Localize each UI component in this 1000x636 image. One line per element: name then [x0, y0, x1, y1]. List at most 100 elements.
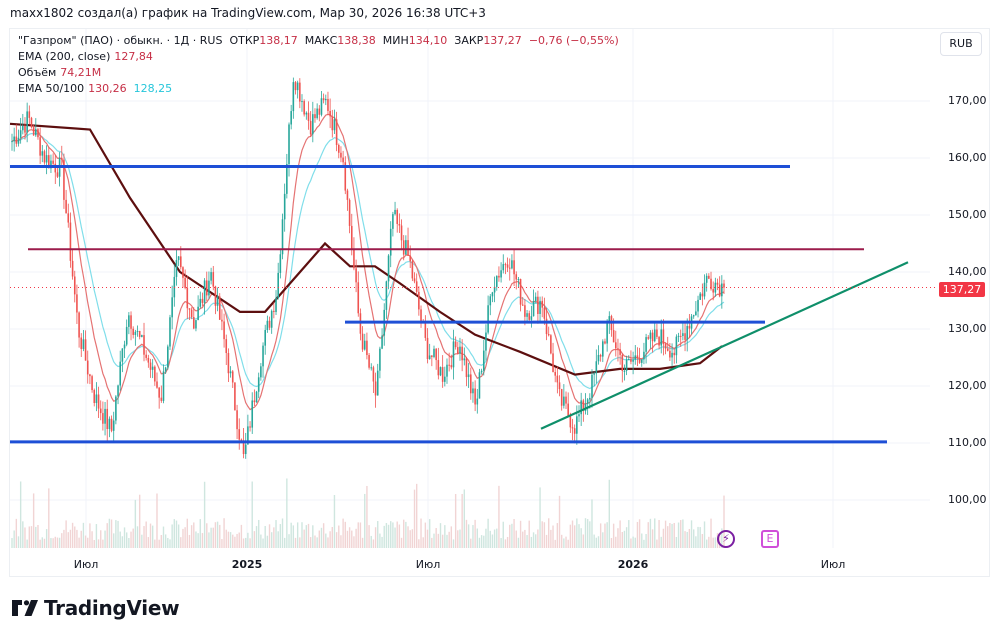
candle-body [69, 222, 72, 261]
currency-button[interactable]: RUB [940, 32, 982, 56]
volume-bar [91, 531, 93, 548]
candle-body [656, 329, 658, 337]
volume-bar [541, 521, 543, 548]
volume-bar [160, 535, 163, 548]
chart-legend: "Газпром" (ПАО) · обыкн. · 1Д · RUS ОТКР… [18, 33, 619, 97]
volume-bar [286, 478, 288, 548]
legend-ema50-100-row[interactable]: EMA 50/100 130,26 128,25 [18, 81, 619, 97]
volume-bar [110, 519, 113, 548]
legend-volume-row[interactable]: Объём 74,21M [18, 65, 619, 81]
volume-bar [314, 535, 316, 548]
symbol-title[interactable]: "Газпром" (ПАО) · обыкн. · 1Д · RUS [18, 34, 223, 47]
volume-bar [714, 537, 717, 548]
candle-body [108, 418, 111, 430]
volume-bar [548, 518, 550, 548]
candle-body [532, 301, 535, 317]
candle-body [695, 311, 697, 316]
candle-body [93, 390, 96, 404]
candle-body [420, 309, 422, 322]
candle-body [80, 337, 83, 349]
candle-body [316, 108, 318, 119]
volume-bar [662, 528, 665, 548]
candle-body [225, 339, 228, 354]
volume-bar [474, 519, 476, 548]
volume-bar [221, 539, 223, 548]
volume-bar [589, 521, 591, 548]
candle-body [132, 328, 134, 335]
candle-body [312, 114, 314, 135]
candle-body [327, 98, 329, 111]
candle-body [614, 342, 617, 349]
candle-body [426, 337, 429, 360]
candle-body [37, 129, 39, 138]
candle-body [268, 320, 271, 328]
candle-body [381, 335, 383, 349]
volume-bar [236, 533, 238, 548]
earnings-icon[interactable]: E [761, 530, 779, 548]
candle-body [89, 374, 91, 377]
candle-body [91, 376, 93, 391]
candle-body [431, 355, 433, 357]
candle-body [599, 354, 602, 357]
candle-body [273, 310, 275, 312]
candle-body [63, 159, 65, 200]
candle-body [489, 296, 492, 306]
candle-body [277, 272, 279, 298]
candle-body [264, 330, 267, 346]
candle-body [604, 341, 606, 344]
volume-bar [130, 531, 132, 548]
candle-body [244, 444, 247, 455]
candle-body [541, 300, 544, 308]
candle-body [379, 348, 381, 371]
candle-body [30, 117, 33, 128]
volume-bar [340, 535, 342, 548]
volume-bar [366, 485, 368, 548]
candle-body [405, 240, 407, 255]
candle-body [476, 398, 479, 405]
candle-body [398, 223, 401, 226]
volume-bar [543, 522, 546, 548]
chart-caption: maxx1802 создал(а) график на TradingView… [10, 6, 486, 20]
flash-icon[interactable]: ⚡ [717, 530, 735, 548]
volume-bar [264, 525, 266, 548]
candle-body [368, 355, 370, 368]
candle-body [504, 264, 507, 266]
candle-body [324, 98, 327, 101]
candle-body [632, 359, 634, 362]
volume-bar [643, 539, 645, 548]
volume-bar [407, 526, 409, 548]
candle-body [491, 292, 494, 297]
candle-body [699, 293, 701, 300]
volume-bar [210, 527, 212, 548]
volume-bar [67, 532, 69, 548]
volume-bar [569, 524, 572, 548]
volume-bar [359, 522, 362, 548]
candle-body [394, 209, 396, 215]
candle-body [47, 155, 50, 169]
candle-body [71, 260, 74, 277]
candle-body [242, 440, 245, 455]
volume-bar [294, 537, 297, 548]
volume-bar [322, 523, 325, 548]
legend-ema200-row[interactable]: EMA (200, close) 127,84 [18, 49, 619, 65]
volume-bar [223, 518, 225, 548]
volume-bar [457, 530, 459, 548]
candle-body [60, 157, 63, 160]
candle-body [506, 264, 509, 268]
volume-bar [167, 537, 169, 548]
candle-body [580, 400, 582, 415]
candle-body [625, 359, 628, 371]
volume-bar [550, 529, 552, 548]
volume-bar [331, 526, 333, 548]
volume-bar [346, 530, 349, 548]
tradingview-logo[interactable]: TradingView [12, 596, 180, 620]
volume-bar [446, 534, 448, 548]
volume-bar [710, 518, 712, 548]
volume-bar [695, 536, 697, 548]
volume-bar [119, 531, 121, 548]
volume-bar [201, 533, 204, 548]
candle-body [199, 298, 202, 307]
volume-bar [128, 537, 130, 548]
candle-body [190, 309, 193, 318]
